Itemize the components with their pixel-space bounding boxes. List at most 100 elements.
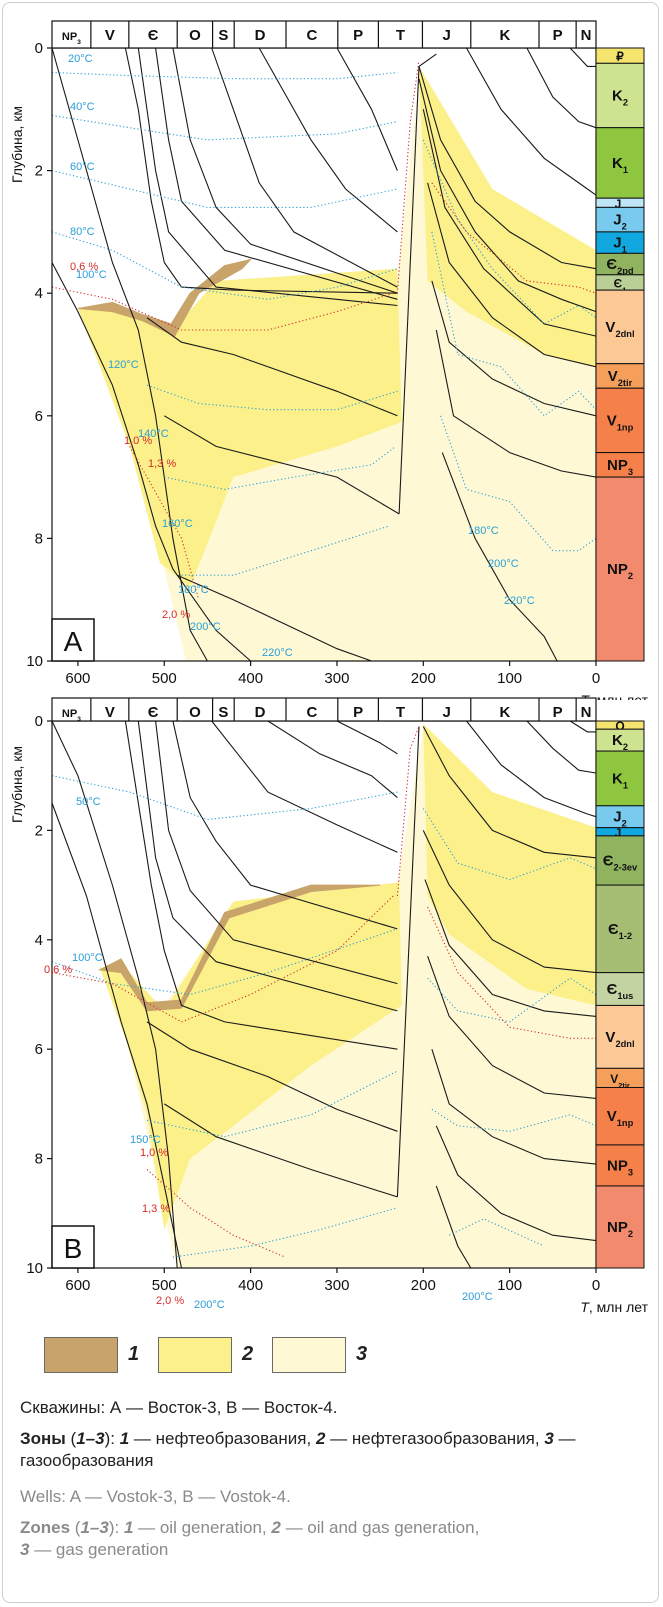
burial-curve-8: [258, 47, 398, 233]
period-label-12: N: [581, 27, 592, 44]
caption-en-zones: Zones (1–3): 1 — oil generation, 2 — oil…: [20, 1517, 650, 1561]
reflectance-line-1: [51, 895, 394, 1023]
burial-curve-20: [441, 452, 558, 662]
period-label-5: D: [255, 27, 266, 44]
strat-label-11: NP3: [607, 457, 633, 477]
strat-unit-10: [595, 1086, 645, 1146]
strat-label-2: K1: [612, 155, 628, 175]
strat-label-0: Q: [615, 719, 624, 733]
burial-curve-15: [424, 879, 597, 1017]
caption-ru-zone1-text: — нефтеобразования,: [129, 1429, 316, 1448]
reflectance-label-3: 2,0 %: [156, 1295, 184, 1307]
y-tick-label-1: 2: [35, 163, 43, 180]
caption-ru-range: 1–3: [76, 1429, 105, 1448]
period-label-10: K: [499, 27, 510, 44]
burial-curve-9: [336, 47, 398, 171]
strat-label-6: Є2pd: [606, 256, 634, 276]
x-tick-label-2: 400: [238, 670, 263, 687]
y-tick-label-0: 0: [35, 40, 43, 57]
caption-en-wells-text: Wells: A — Vostok-3, B — Vostok-4.: [20, 1487, 291, 1506]
period-label-4: S: [218, 704, 228, 721]
burial-curve-16: [422, 109, 597, 337]
burial-curve-14: [422, 830, 597, 974]
panel-letter-box: [51, 618, 95, 662]
y-tick-label-5: 10: [26, 653, 43, 670]
y-tick-label-2: 4: [35, 932, 43, 949]
caption-en-paren-open: (: [70, 1518, 81, 1537]
strat-unit-7: [595, 972, 645, 1006]
burial-curve-23: [569, 47, 596, 67]
legend-label-3: 3: [356, 1343, 368, 1365]
reflectance-line-3: [431, 182, 597, 294]
oil-zone-fill: [77, 258, 253, 337]
y-axis-label: Глубина, км: [9, 746, 25, 823]
strat-unit-11: [595, 1144, 645, 1187]
period-label-9: J: [442, 704, 450, 721]
temperature-label-11: 180°C: [468, 525, 499, 537]
reflectance-label-1: 1,0 %: [140, 1147, 168, 1159]
burial-curve-16: [427, 956, 597, 1099]
legend-swatch-gas: [272, 1337, 346, 1373]
isotherm-line-1: [51, 775, 398, 821]
burial-curve-2: [51, 262, 251, 662]
burial-curve-5: [155, 720, 398, 985]
temperature-label-2: 150°C: [130, 1134, 161, 1146]
burial-curve-20: [466, 720, 597, 818]
burial-history-chart-b: NP3VЄOSDCPTJKPNQK2K1J2J1Є2-3evЄ1-2Є1usV2…: [9, 697, 649, 1315]
reflectance-label-3: 2,0 %: [162, 609, 190, 621]
period-label-1: V: [105, 704, 115, 721]
temperature-label-7: 160°C: [162, 518, 193, 530]
temperature-label-5: 120°C: [108, 359, 139, 371]
strat-unit-12: [595, 1185, 645, 1269]
strat-label-7: Є1us: [607, 981, 634, 1001]
caption-ru-wells-text: Скважины: А — Восток-3, В — Восток-4.: [20, 1398, 338, 1417]
period-label-2: Є: [148, 27, 159, 44]
strat-unit-1: [595, 62, 645, 129]
x-axis-label: T, млн лет: [580, 1299, 648, 1315]
burial-curve-21: [466, 47, 597, 196]
strat-unit-10: [595, 387, 645, 454]
temperature-label-3: 80°C: [70, 226, 95, 238]
y-tick-label-5: 10: [26, 1260, 43, 1277]
isotherm-line-10: [440, 415, 597, 552]
strat-label-11: NP3: [607, 1157, 633, 1177]
caption-en-zone3-text: — gas generation: [29, 1540, 169, 1559]
burial-curve-8: [267, 720, 398, 799]
burial-curve-13: [422, 726, 597, 859]
zone-legend: 1 2 3: [44, 1337, 644, 1377]
burial-curve-7: [211, 47, 398, 288]
period-label-5: D: [255, 704, 266, 721]
strat-unit-11: [595, 452, 645, 478]
temperature-label-4: 200°C: [462, 1291, 493, 1303]
temperature-label-0: 50°C: [76, 796, 101, 808]
isotherm-line-8: [422, 139, 597, 325]
y-tick-label-1: 2: [35, 822, 43, 839]
oil-gas-zone-fill: [77, 66, 596, 588]
caption-en-zones-head: Zones: [20, 1518, 71, 1537]
legend-label-2: 2: [242, 1343, 254, 1365]
burial-curve-19: [435, 329, 597, 478]
caption-ru-zone3-num: 3: [544, 1429, 554, 1448]
caption-ru-paren-close: ):: [104, 1429, 120, 1448]
x-tick-label-4: 200: [411, 1277, 436, 1294]
burial-curve-4: [137, 720, 398, 1012]
burial-curve-15: [418, 78, 597, 313]
strat-label-9: V2tir: [608, 368, 633, 388]
isotherm-line-3: [146, 1070, 398, 1138]
temperature-label-1: 40°C: [70, 101, 95, 113]
burial-curve-22: [569, 720, 596, 733]
strat-unit-8: [595, 289, 645, 365]
caption-ru-zone2-text: — нефтегазообразования,: [325, 1429, 545, 1448]
caption-en-zone3-num: 3: [20, 1540, 30, 1559]
isotherm-line-6: [427, 977, 597, 1023]
reflectance-label-0: 0,6 %: [70, 261, 98, 273]
burial-curve-19: [435, 1185, 472, 1269]
strat-unit-2: [595, 127, 645, 199]
temperature-label-0: 20°C: [68, 53, 93, 65]
burial-curve-14: [418, 66, 597, 270]
legend-swatch-oil-gas: [158, 1337, 232, 1373]
reflectance-label-2: 1,3 %: [142, 1203, 170, 1215]
strat-label-12: NP2: [607, 1219, 633, 1239]
period-label-11: P: [553, 27, 563, 44]
strat-label-7: Є1: [614, 276, 627, 294]
